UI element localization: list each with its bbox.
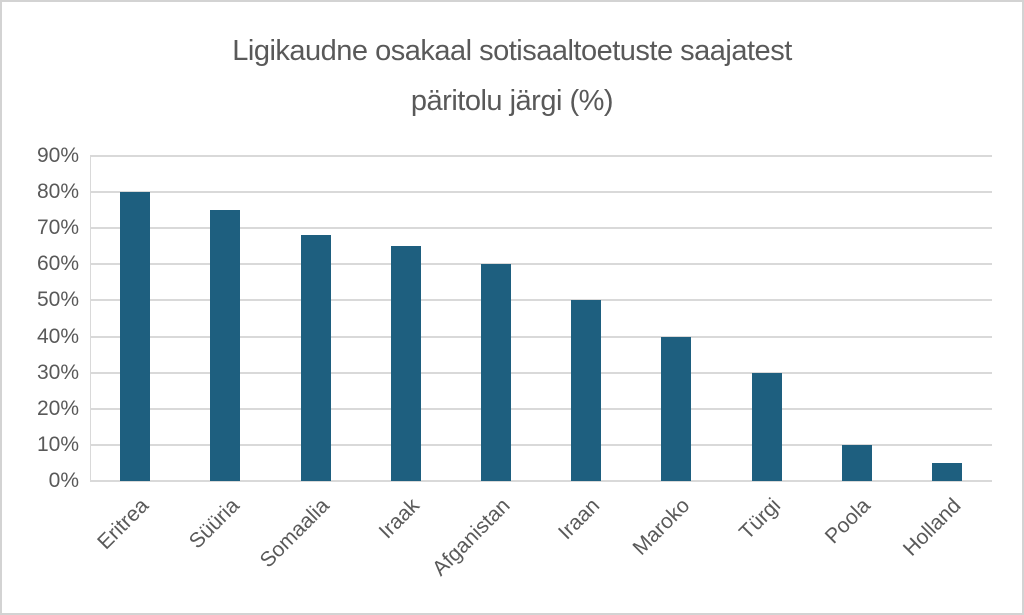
gridline [90, 335, 992, 338]
x-tick-label: Türgi [734, 494, 785, 545]
y-tick-label: 70% [36, 216, 79, 240]
bar-süüria [210, 210, 241, 481]
gridline [90, 263, 992, 266]
x-tick-label: Iraan [554, 494, 605, 545]
y-tick-label: 80% [36, 180, 79, 204]
y-tick-label: 20% [36, 396, 79, 420]
y-tick-label: 10% [36, 432, 79, 456]
x-tick-label: Afganistan [427, 494, 515, 581]
gridline [90, 227, 992, 230]
gridline [90, 443, 992, 446]
bar-holland [931, 462, 962, 481]
bar-iraan [571, 300, 602, 481]
gridline [90, 371, 992, 374]
x-tick-label: Holland [898, 494, 966, 561]
y-tick-label: 30% [36, 360, 79, 384]
bar-somaalia [300, 235, 331, 481]
y-axis-line [90, 156, 91, 481]
y-tick-label: 50% [36, 288, 79, 312]
gridline [90, 299, 992, 302]
bar-eritrea [120, 192, 151, 481]
chart-title-line-1: Ligikaudne osakaal sotisaaltoetuste saaj… [232, 35, 792, 67]
bar-maroko [661, 336, 692, 481]
bar-türgi [751, 372, 782, 481]
gridline [90, 191, 992, 194]
gridline [90, 480, 992, 482]
bar-poola [841, 444, 872, 481]
gridline [90, 155, 992, 157]
x-tick-label: Maroko [628, 494, 695, 560]
x-tick-label: Somaalia [255, 494, 334, 573]
x-tick-label: Süüria [184, 494, 244, 554]
y-tick-label: 0% [48, 469, 79, 492]
chart-title-line-2: päritolu järgi (%) [410, 85, 614, 117]
y-tick-label: 60% [36, 252, 79, 276]
x-tick-label: Poola [820, 494, 875, 549]
y-tick-label: 40% [36, 324, 79, 348]
bar-afganistan [480, 264, 511, 481]
chart-title: Ligikaudne osakaal sotisaaltoetuste saaj… [2, 26, 1022, 126]
y-tick-label: 90% [36, 144, 79, 167]
bar-iraak [390, 246, 421, 481]
x-tick-label: Iraak [374, 494, 424, 544]
gridline [90, 407, 992, 410]
x-tick-label: Eritrea [93, 494, 154, 555]
